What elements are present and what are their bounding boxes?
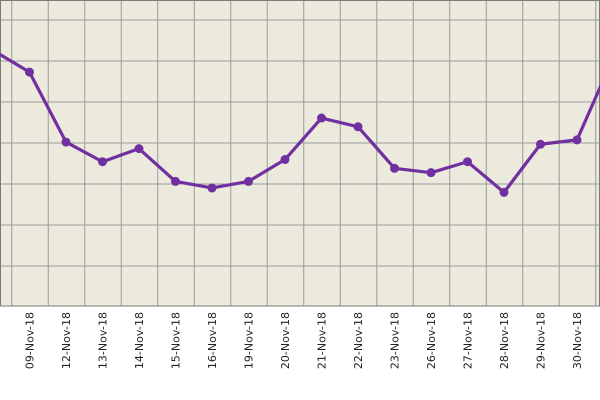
data-point bbox=[25, 67, 34, 77]
data-point bbox=[317, 113, 326, 123]
x-tick-label: 16-Nov-18 bbox=[206, 312, 219, 369]
x-tick-label: 12-Nov-18 bbox=[60, 312, 73, 369]
x-tick-label: 13-Nov-18 bbox=[97, 312, 110, 369]
x-tick-label: 19-Nov-18 bbox=[243, 312, 256, 369]
data-point bbox=[572, 135, 582, 145]
data-point bbox=[499, 187, 509, 197]
x-tick-label: 27-Nov-18 bbox=[462, 312, 475, 369]
series-layer bbox=[0, 52, 600, 197]
x-tick-label: 26-Nov-18 bbox=[425, 312, 438, 369]
plot-area bbox=[0, 0, 600, 306]
x-tick-label: 21-Nov-18 bbox=[316, 312, 329, 369]
series-line bbox=[0, 52, 600, 194]
data-point bbox=[536, 139, 545, 149]
data-point bbox=[61, 137, 71, 147]
x-tick-label: 15-Nov-18 bbox=[170, 312, 183, 369]
x-tick-label: 22-Nov-18 bbox=[352, 312, 365, 369]
x-axis-labels: 08-Nov-1809-Nov-1812-Nov-1813-Nov-1814-N… bbox=[24, 312, 585, 369]
data-point bbox=[207, 183, 217, 193]
x-tick-label: 23-Nov-18 bbox=[389, 312, 402, 369]
x-tick-label: 14-Nov-18 bbox=[133, 312, 146, 369]
data-point bbox=[134, 144, 144, 154]
data-point bbox=[463, 157, 472, 167]
data-point bbox=[98, 157, 107, 167]
data-point bbox=[353, 122, 363, 132]
x-tick-label: 28-Nov-18 bbox=[498, 312, 511, 369]
data-point bbox=[426, 168, 436, 178]
x-tick-label: 20-Nov-18 bbox=[279, 312, 292, 369]
data-point bbox=[280, 155, 290, 165]
data-point bbox=[171, 176, 180, 186]
data-point bbox=[244, 176, 253, 186]
x-tick-label: 30-Nov-18 bbox=[571, 312, 584, 369]
x-tick-label: 09-Nov-18 bbox=[24, 312, 37, 369]
x-tick-label: 29-Nov-18 bbox=[535, 312, 548, 369]
data-point bbox=[390, 163, 399, 173]
grid bbox=[0, 0, 600, 307]
